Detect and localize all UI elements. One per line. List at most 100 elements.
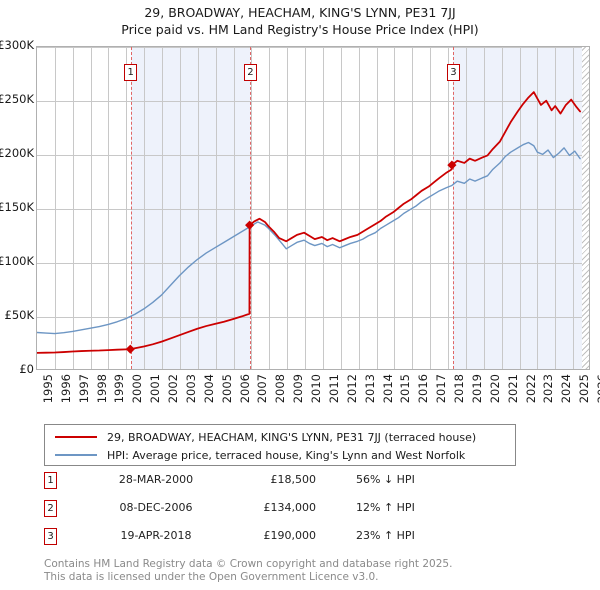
gridline-vertical [448, 47, 449, 369]
gridline-vertical [91, 47, 92, 369]
legend-swatch-blue-icon [55, 454, 97, 456]
y-axis-tick-label: £300K [0, 38, 34, 52]
legend-label-property: 29, BROADWAY, HEACHAM, KING'S LYNN, PE31… [107, 430, 477, 444]
gridline-horizontal [37, 209, 589, 210]
no-data-hatched-region [582, 47, 589, 369]
transaction-hpi-delta: 12% ↑ HPI [356, 501, 415, 514]
gridline-vertical [269, 47, 270, 369]
transaction-marker-2[interactable] [245, 220, 255, 230]
x-axis-tick-label: 1999 [112, 374, 127, 404]
series-lines [37, 91, 581, 354]
transaction-price: £18,500 [270, 473, 317, 486]
x-axis-tick-label: 2002 [166, 374, 181, 404]
x-axis-tick-label: 2011 [326, 374, 341, 404]
transaction-marker-3[interactable] [447, 160, 457, 170]
x-axis-tick-label: 2005 [219, 374, 234, 404]
x-axis-tick-label: 2001 [148, 374, 163, 404]
x-axis-tick-label: 2019 [469, 374, 484, 404]
gridline-vertical [287, 47, 288, 369]
gridline-horizontal [37, 263, 589, 264]
gridline-vertical [73, 47, 74, 369]
footer-line-1: Contains HM Land Registry data © Crown c… [44, 558, 453, 570]
transaction-number-badge: 3 [44, 528, 57, 545]
chart-title-block: 29, BROADWAY, HEACHAM, KING'S LYNN, PE31… [0, 4, 600, 38]
gridline-vertical [198, 47, 199, 369]
footer-line-2: This data is licensed under the Open Gov… [44, 570, 379, 583]
transaction-number-badge: 1 [44, 472, 57, 489]
y-axis-tick-label: £0 [19, 362, 34, 376]
gridline-vertical [377, 47, 378, 369]
transaction-date: 08-DEC-2006 [119, 501, 193, 514]
x-axis-tick-label: 2020 [487, 374, 502, 404]
legend-swatch-red-icon [55, 436, 97, 438]
x-axis-tick-label: 2009 [291, 374, 306, 404]
shaded-band-2 [453, 47, 589, 369]
transaction-date: 28-MAR-2000 [118, 473, 194, 486]
gridline-vertical [466, 47, 467, 369]
transaction-price: £190,000 [263, 529, 317, 542]
gridline-horizontal [37, 317, 589, 318]
x-axis-tick-label: 2007 [255, 374, 270, 404]
x-axis-tick-label: 2000 [130, 374, 145, 404]
gridline-vertical [216, 47, 217, 369]
chart-legend: 29, BROADWAY, HEACHAM, KING'S LYNN, PE31… [44, 424, 516, 466]
gridline-horizontal [37, 101, 589, 102]
x-axis-tick-label: 1997 [76, 374, 91, 404]
x-axis-tick-label: 2003 [183, 374, 198, 404]
gridline-vertical [234, 47, 235, 369]
x-axis-tick-label: 2023 [541, 374, 556, 404]
gridline-vertical [251, 47, 252, 369]
event-badge-2[interactable]: 2 [243, 64, 257, 81]
x-axis-tick-label: 2006 [237, 374, 252, 404]
x-axis-tick-label: 2014 [380, 374, 395, 404]
gridline-vertical [484, 47, 485, 369]
transaction-hpi-delta: 23% ↑ HPI [356, 529, 415, 542]
x-axis-tick-label: 2017 [434, 374, 449, 404]
x-axis-tick-label: 2015 [398, 374, 413, 404]
transaction-date: 19-APR-2018 [120, 529, 192, 542]
gridline-vertical [180, 47, 181, 369]
x-axis-tick-label: 2010 [309, 374, 324, 404]
legend-item-hpi: HPI: Average price, terraced house, King… [51, 446, 509, 464]
x-axis-tick-label: 1995 [41, 374, 55, 404]
x-axis-tick-label: 2025 [577, 374, 592, 404]
x-axis-tick-label: 1998 [94, 374, 109, 404]
gridline-vertical [55, 47, 56, 369]
x-axis-tick-label: 2013 [362, 374, 377, 404]
hpi-average-line [37, 141, 581, 335]
event-badge-1[interactable]: 1 [124, 64, 138, 81]
table-row: 1 28-MAR-2000 £18,500 56% ↓ HPI [44, 472, 564, 500]
table-row: 3 19-APR-2018 £190,000 23% ↑ HPI [44, 528, 564, 556]
page-title: 29, BROADWAY, HEACHAM, KING'S LYNN, PE31… [144, 5, 456, 20]
transaction-price: £134,000 [263, 501, 317, 514]
y-axis-tick-label: £50K [4, 308, 35, 322]
gridline-vertical [341, 47, 342, 369]
y-axis-tick-label: £200K [0, 146, 34, 160]
transaction-number-badge: 2 [44, 500, 57, 517]
x-axis-tick-label: 2018 [452, 374, 467, 404]
gridline-vertical [520, 47, 521, 369]
y-axis-tick-label: £150K [0, 200, 34, 214]
gridline-vertical [537, 47, 538, 369]
transaction-hpi-delta: 56% ↓ HPI [356, 473, 415, 486]
gridline-vertical [126, 47, 127, 369]
gridline-vertical [394, 47, 395, 369]
gridline-horizontal [37, 47, 589, 48]
y-axis-tick-label: £250K [0, 92, 34, 106]
y-axis-tick-label: £100K [0, 254, 34, 268]
gridline-vertical [573, 47, 574, 369]
page-subtitle: Price paid vs. HM Land Registry's House … [121, 22, 479, 37]
x-axis-tick-label: 2026 [595, 374, 600, 404]
x-axis-tick-label: 2016 [416, 374, 431, 404]
gridline-vertical [162, 47, 163, 369]
transaction-marker-1[interactable] [125, 344, 135, 354]
x-axis-tick-label: 2004 [201, 374, 216, 404]
gridline-vertical [144, 47, 145, 369]
legend-item-property: 29, BROADWAY, HEACHAM, KING'S LYNN, PE31… [51, 428, 509, 446]
gridline-vertical [323, 47, 324, 369]
x-axis-tick-label: 1996 [58, 374, 73, 404]
table-row: 2 08-DEC-2006 £134,000 12% ↑ HPI [44, 500, 564, 528]
event-line-3 [453, 47, 455, 369]
event-badge-3[interactable]: 3 [446, 64, 460, 81]
